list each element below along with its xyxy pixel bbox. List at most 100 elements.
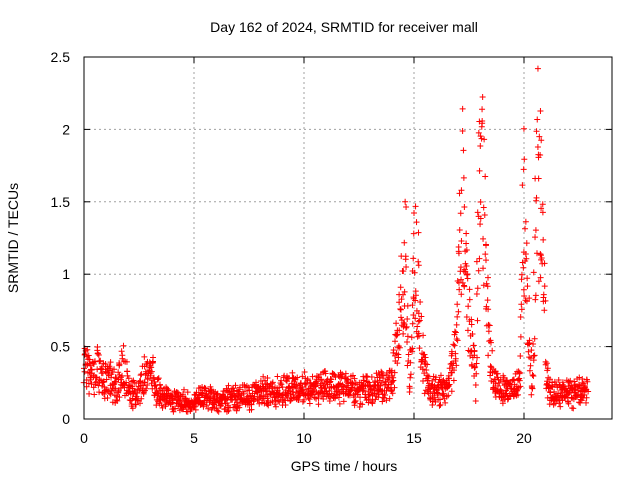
- y-tick-label: 1: [62, 266, 70, 282]
- data-point: [480, 204, 487, 211]
- data-point: [463, 262, 470, 269]
- data-point: [411, 209, 418, 216]
- data-point: [391, 369, 398, 376]
- data-point: [389, 390, 396, 397]
- data-point: [419, 366, 426, 373]
- data-point: [119, 352, 126, 359]
- data-point: [88, 366, 95, 373]
- data-point: [472, 363, 479, 370]
- data-point: [102, 387, 109, 394]
- data-point: [113, 396, 120, 403]
- data-point: [383, 397, 390, 404]
- data-point: [301, 396, 308, 403]
- data-point: [103, 376, 110, 383]
- data-point: [541, 260, 548, 267]
- data-point: [404, 315, 411, 322]
- data-point: [495, 383, 502, 390]
- data-point: [537, 274, 544, 281]
- data-point: [215, 408, 222, 415]
- y-tick-label: 0.5: [51, 339, 71, 355]
- data-point: [117, 374, 124, 381]
- data-point: [124, 368, 131, 375]
- data-point: [148, 380, 155, 387]
- data-point: [526, 367, 533, 374]
- data-point: [464, 327, 471, 334]
- data-point: [407, 371, 414, 378]
- data-point: [517, 333, 524, 340]
- data-point: [483, 242, 490, 249]
- data-point: [389, 378, 396, 385]
- data-point: [532, 227, 539, 234]
- data-point: [533, 250, 540, 257]
- data-point: [413, 219, 420, 226]
- data-point: [442, 399, 449, 406]
- data-point: [90, 384, 97, 391]
- data-point: [475, 129, 482, 136]
- data-point: [364, 373, 371, 380]
- data-point: [423, 366, 430, 373]
- data-point: [545, 382, 552, 389]
- data-point: [479, 106, 486, 113]
- data-point: [315, 395, 322, 402]
- data-point: [482, 173, 489, 180]
- data-point: [214, 390, 221, 397]
- x-tick-label: 20: [516, 430, 532, 446]
- data-point: [351, 375, 358, 382]
- data-point: [248, 406, 255, 413]
- data-point: [366, 391, 373, 398]
- data-point: [542, 358, 549, 365]
- data-point: [501, 374, 508, 381]
- data-point: [522, 297, 529, 304]
- axis-ticks: [83, 56, 612, 420]
- data-point: [202, 385, 209, 392]
- data-point: [96, 358, 103, 365]
- data-point: [436, 402, 443, 409]
- data-point: [477, 198, 484, 205]
- data-point: [481, 212, 488, 219]
- data-point: [531, 335, 538, 342]
- data-point: [466, 286, 473, 293]
- data-point: [482, 251, 489, 258]
- data-point: [422, 354, 429, 361]
- data-point: [274, 373, 281, 380]
- data-point: [537, 152, 544, 159]
- data-point: [479, 94, 486, 101]
- data-point: [409, 345, 416, 352]
- data-point: [490, 384, 497, 391]
- data-point: [148, 364, 155, 371]
- data-point: [411, 269, 418, 276]
- data-point: [546, 401, 553, 408]
- data-point: [455, 244, 462, 251]
- data-point: [539, 201, 546, 208]
- data-point: [474, 285, 481, 292]
- data-point: [350, 394, 357, 401]
- data-point: [313, 395, 320, 402]
- data-point: [316, 389, 323, 396]
- data-point: [283, 378, 290, 385]
- data-point: [459, 105, 466, 112]
- data-point: [418, 313, 425, 320]
- data-point: [390, 346, 397, 353]
- data-point: [407, 374, 414, 381]
- data-point: [547, 389, 554, 396]
- data-point: [402, 324, 409, 331]
- data-point: [532, 292, 539, 299]
- data-point: [86, 356, 93, 363]
- data-point: [546, 376, 553, 383]
- data-point: [415, 318, 422, 325]
- data-point: [516, 370, 523, 377]
- data-point: [415, 310, 422, 317]
- data-point: [311, 394, 318, 401]
- data-point: [85, 352, 92, 359]
- data-point: [288, 380, 295, 387]
- data-point: [458, 291, 465, 298]
- x-axis-label: GPS time / hours: [291, 458, 398, 474]
- data-point: [208, 406, 215, 413]
- data-point: [435, 390, 442, 397]
- data-point: [138, 371, 145, 378]
- data-point: [485, 352, 492, 359]
- data-point: [330, 371, 337, 378]
- data-point: [461, 204, 468, 211]
- data-point: [412, 203, 419, 210]
- data-point: [482, 257, 489, 264]
